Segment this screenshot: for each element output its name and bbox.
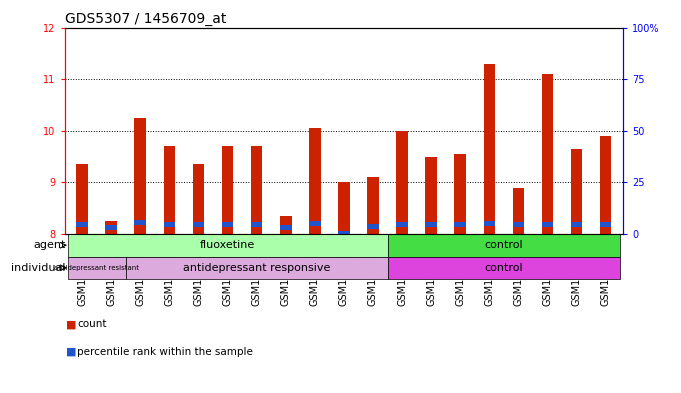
Bar [106,221,117,234]
Bar [67,234,387,257]
Text: ■: ■ [66,347,76,357]
Text: antidepressant responsive: antidepressant responsive [183,263,330,273]
Bar [513,222,524,227]
Text: individual: individual [11,263,65,273]
Bar [134,118,146,234]
Bar [193,222,204,227]
Text: percentile rank within the sample: percentile rank within the sample [77,347,253,357]
Text: agent: agent [33,240,65,250]
Bar [600,222,612,227]
Bar [484,221,495,226]
Text: ■: ■ [66,319,76,329]
Bar [251,222,262,227]
Bar [367,224,379,229]
Bar [126,257,387,279]
Bar [426,156,437,234]
Bar [338,182,350,234]
Bar [76,164,88,234]
Bar [309,220,321,226]
Bar [484,64,495,234]
Bar [571,222,582,227]
Bar [396,222,408,227]
Bar [309,128,321,234]
Bar [134,220,146,225]
Bar [426,222,437,227]
Bar [106,225,117,230]
Bar [541,222,553,227]
Text: count: count [77,319,106,329]
Bar [513,187,524,234]
Bar [280,216,291,234]
Bar [454,222,466,227]
Bar [387,257,620,279]
Text: antidepressant resistant: antidepressant resistant [54,265,139,271]
Bar [251,146,262,234]
Bar [163,222,175,227]
Bar [338,231,350,237]
Text: control: control [485,240,523,250]
Bar [222,146,234,234]
Text: GDS5307 / 1456709_at: GDS5307 / 1456709_at [65,13,226,26]
Bar [367,177,379,234]
Bar [541,74,553,234]
Bar [193,164,204,234]
Text: fluoxetine: fluoxetine [200,240,255,250]
Bar [280,225,291,230]
Bar [600,136,612,234]
Bar [222,222,234,227]
Text: control: control [485,263,523,273]
Bar [571,149,582,234]
Bar [396,131,408,234]
Bar [387,234,620,257]
Bar [163,146,175,234]
Bar [67,257,126,279]
Bar [76,222,88,227]
Bar [454,154,466,234]
